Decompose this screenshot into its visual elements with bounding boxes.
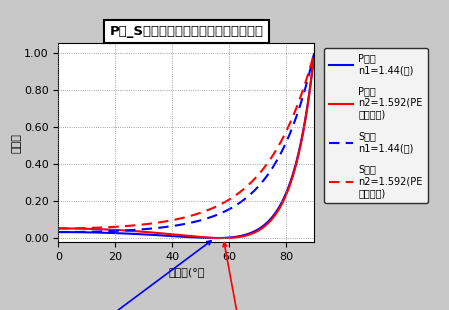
- Legend: P波、
n1=1.44(水), P波、
n2=1.592(PE
フィルム), S波、
n1=1.44(水), S波、
n2=1.592(PE
フィルム): P波、 n1=1.44(水), P波、 n2=1.592(PE フィルム), S…: [324, 48, 427, 202]
- X-axis label: 入射角(°）: 入射角(°）: [168, 267, 205, 277]
- Text: P波(水)
θ =55°  ⇒反射率0%: P波(水) θ =55° ⇒反射率0%: [53, 241, 211, 310]
- Title: P波_S波入射角度に対する反射率グラフ: P波_S波入射角度に対する反射率グラフ: [110, 25, 263, 38]
- Text: P波(PEフィルム)
θ =58°  ⇒反射率0%: P波(PEフィルム) θ =58° ⇒反射率0%: [199, 243, 281, 310]
- Y-axis label: 反射率: 反射率: [11, 133, 21, 153]
